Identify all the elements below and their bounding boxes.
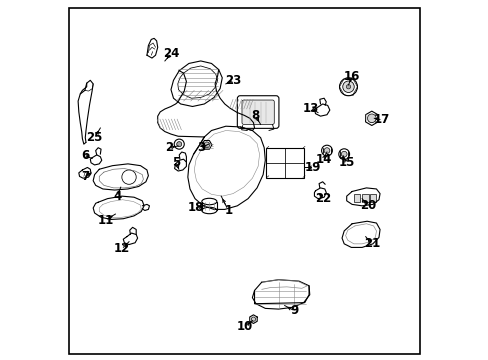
Circle shape <box>251 317 255 321</box>
Bar <box>265 148 303 178</box>
Text: 8: 8 <box>251 109 259 122</box>
Text: 21: 21 <box>363 237 379 250</box>
Circle shape <box>174 139 184 149</box>
Circle shape <box>339 78 357 96</box>
Bar <box>369 194 376 202</box>
Circle shape <box>341 151 346 157</box>
Circle shape <box>342 81 353 93</box>
Text: 14: 14 <box>315 153 331 166</box>
Circle shape <box>338 149 349 159</box>
Text: 16: 16 <box>343 69 360 82</box>
Circle shape <box>203 142 209 148</box>
Text: 6: 6 <box>81 149 89 162</box>
Text: 11: 11 <box>97 214 113 227</box>
Text: 1: 1 <box>224 204 232 217</box>
FancyBboxPatch shape <box>242 100 274 125</box>
Text: 12: 12 <box>114 242 130 255</box>
Text: 9: 9 <box>290 305 298 318</box>
Text: 19: 19 <box>304 161 320 174</box>
Text: 13: 13 <box>302 102 318 115</box>
Text: 25: 25 <box>86 131 102 144</box>
Bar <box>353 194 360 202</box>
Circle shape <box>324 148 329 153</box>
Text: 10: 10 <box>236 320 252 333</box>
Circle shape <box>321 145 332 156</box>
Text: 4: 4 <box>113 190 121 203</box>
Text: 18: 18 <box>187 202 204 215</box>
Circle shape <box>346 85 350 89</box>
Text: 24: 24 <box>163 47 179 60</box>
Circle shape <box>367 114 375 123</box>
Text: 20: 20 <box>359 199 376 212</box>
Circle shape <box>122 170 136 184</box>
Circle shape <box>176 141 182 147</box>
Text: 3: 3 <box>197 141 205 154</box>
FancyBboxPatch shape <box>237 96 278 129</box>
Text: 2: 2 <box>165 141 173 154</box>
Bar <box>362 194 368 202</box>
Text: 23: 23 <box>224 74 241 87</box>
Text: 5: 5 <box>172 156 180 169</box>
Text: 22: 22 <box>315 192 331 205</box>
Ellipse shape <box>202 198 217 205</box>
Text: 17: 17 <box>373 113 389 126</box>
Text: 7: 7 <box>81 170 89 183</box>
Ellipse shape <box>202 207 217 214</box>
Text: 15: 15 <box>338 156 354 169</box>
